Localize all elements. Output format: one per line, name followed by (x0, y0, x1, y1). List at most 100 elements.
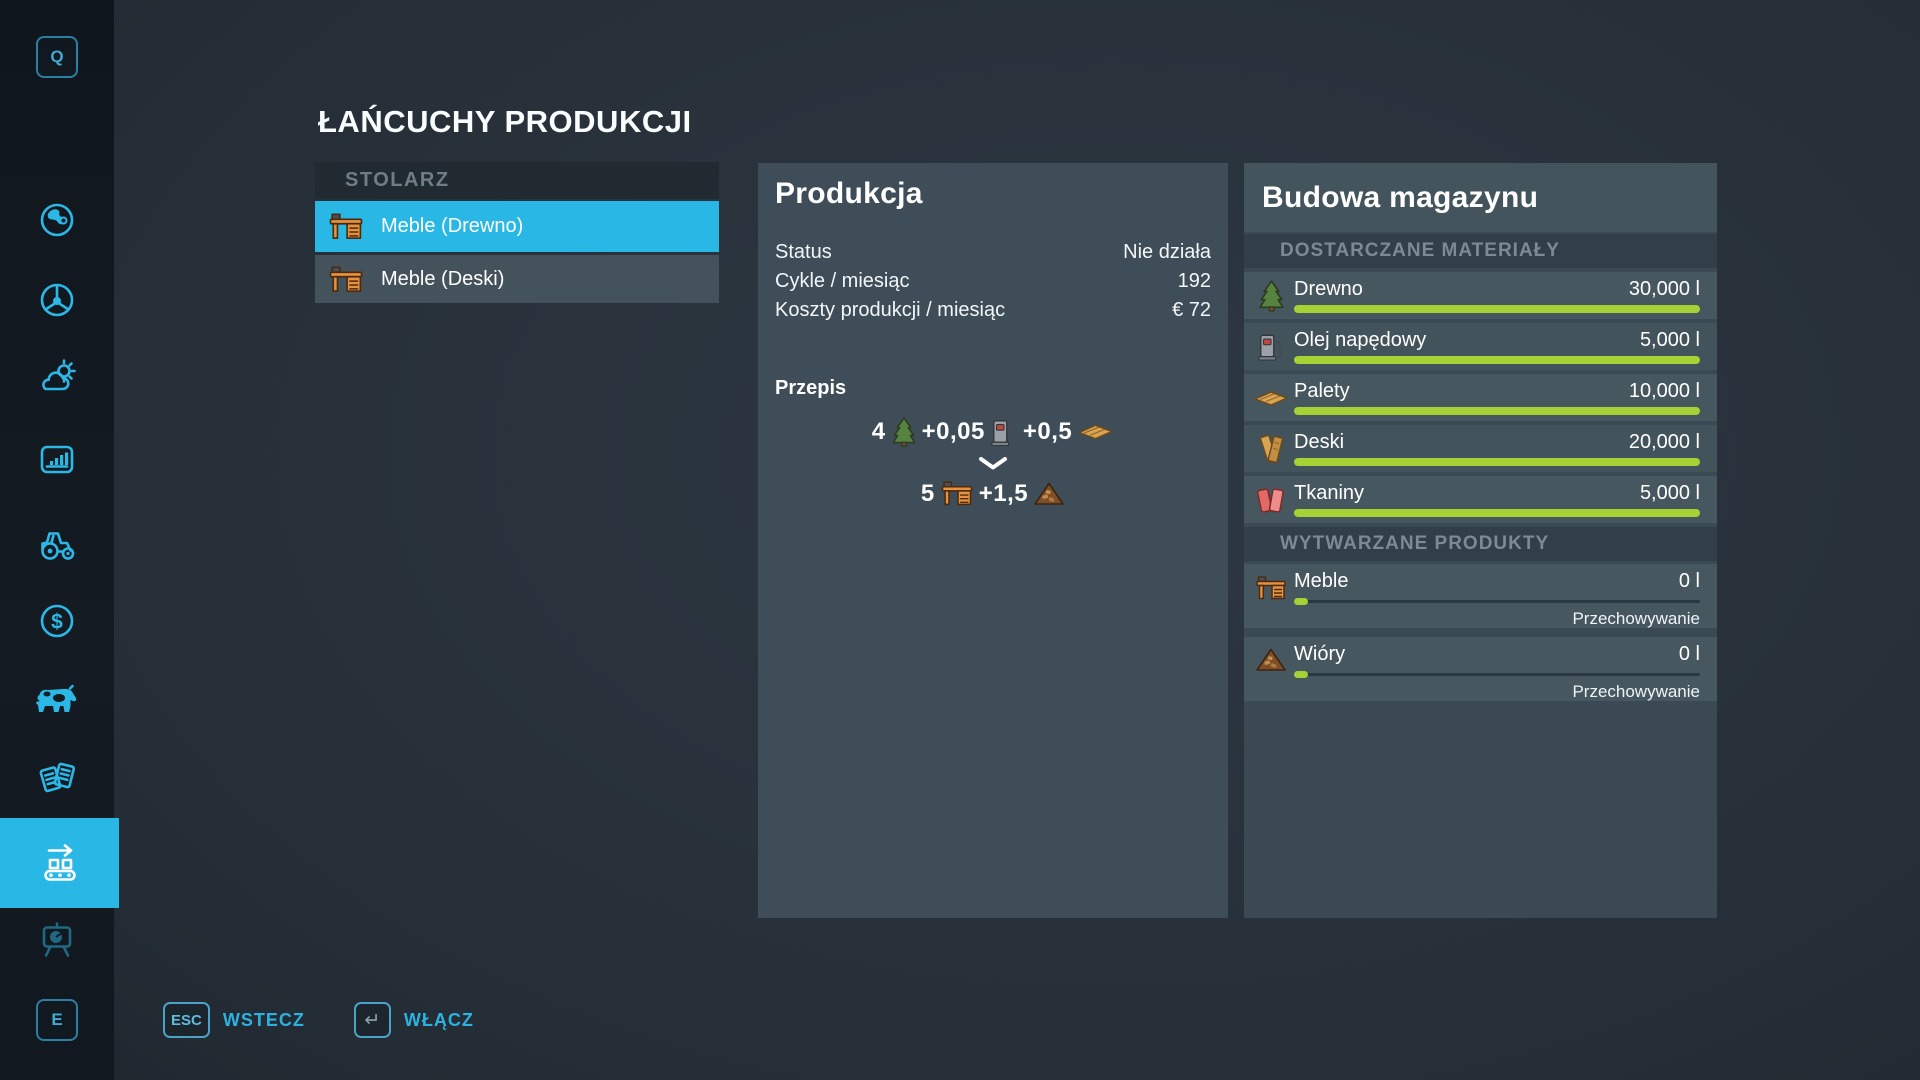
material-row-palety: Palety 10,000 l (1244, 374, 1717, 421)
recipe-qty: +1,5 (978, 479, 1029, 507)
fabric-icon (1252, 484, 1290, 516)
production-panel-title: Produkcja (775, 177, 923, 210)
fill-bar (1294, 508, 1700, 517)
sidebar-item-weather[interactable] (0, 350, 114, 406)
inputs-section-header: DOSTARCZANE MATERIAŁY (1244, 234, 1717, 268)
recipe-qty: 4 (871, 417, 886, 445)
product-amount: 0 l (1678, 570, 1700, 592)
woodchips-icon (1252, 647, 1290, 701)
dollar-icon: $ (40, 604, 74, 638)
tree-icon (891, 416, 917, 447)
stat-label: Cykle / miesiąc (775, 270, 910, 292)
bar-chart-icon (40, 445, 74, 474)
material-amount: 20,000 l (1628, 430, 1700, 453)
svg-text:$: $ (51, 611, 63, 634)
conveyor-icon (43, 844, 76, 881)
key-q-label: Q (50, 47, 64, 66)
stat-value: € 72 (1172, 299, 1211, 321)
globe-icon (40, 203, 74, 237)
recipe-qty: +0,5 (1022, 417, 1073, 445)
material-amount: 5,000 l (1639, 328, 1700, 351)
sidebar-item-contracts[interactable] (0, 752, 114, 808)
material-amount: 5,000 l (1639, 481, 1700, 504)
fill-bar-track (1294, 671, 1700, 678)
material-amount: 10,000 l (1628, 379, 1700, 402)
stat-label: Status (775, 241, 832, 263)
storage-panel-title: Budowa magazynu (1244, 163, 1717, 232)
material-name: Deski (1294, 430, 1345, 453)
stat-value: 192 (1177, 270, 1211, 292)
cow-icon (36, 684, 77, 712)
production-list-item-meble-deski[interactable]: Meble (Deski) (315, 255, 719, 303)
recipe-inputs: 4 +0,05 +0,5 (758, 416, 1228, 447)
key-q-badge: Q (36, 36, 78, 78)
stat-value: Nie działa (1123, 241, 1211, 263)
back-button[interactable]: ESC WSTECZ (163, 1002, 305, 1038)
product-row-meble: Meble 0 l Przechowywanie (1244, 564, 1717, 628)
product-name: Wióry (1294, 643, 1346, 665)
material-name: Palety (1294, 379, 1350, 402)
key-e-badge: E (36, 999, 78, 1041)
activate-label: WŁĄCZ (403, 1009, 474, 1030)
pallet-icon (1077, 422, 1114, 441)
easel-icon (42, 922, 72, 957)
storage-panel: Budowa magazynu DOSTARCZANE MATERIAŁY Dr… (1244, 163, 1717, 918)
fill-bar (1294, 598, 1308, 605)
list-item-label: Meble (Deski) (381, 267, 505, 290)
sidebar-item-production-chains[interactable] (0, 818, 119, 908)
product-row-wiory: Wióry 0 l Przechowywanie (1244, 637, 1717, 701)
production-list-panel: STOLARZ Meble (Drewno) Meble (Deski) (315, 162, 719, 303)
footer-hints: ESC WSTECZ ↵ WŁĄCZ (163, 1002, 474, 1038)
furniture-icon (1252, 574, 1290, 628)
documents-icon (39, 762, 76, 793)
weather-icon (42, 359, 76, 391)
furniture-icon (940, 479, 974, 508)
material-name: Tkaniny (1294, 481, 1365, 504)
sidebar: Q (0, 0, 119, 1080)
esc-key-badge: ESC (163, 1002, 210, 1038)
chevron-down-icon (979, 457, 1007, 470)
tree-icon (1252, 279, 1290, 312)
woodchips-icon (1033, 481, 1065, 507)
sidebar-item-statistics[interactable] (0, 432, 114, 488)
fill-bar (1294, 457, 1700, 466)
material-name: Olej napędowy (1294, 328, 1427, 351)
sidebar-item-map[interactable] (0, 192, 114, 248)
fill-bar (1294, 406, 1700, 415)
fill-bar-track (1294, 598, 1700, 605)
key-e-label: E (51, 1010, 63, 1029)
product-amount: 0 l (1678, 643, 1700, 665)
stat-cycles: Cykle / miesiąc 192 (775, 267, 1211, 296)
list-item-label: Meble (Drewno) (381, 215, 524, 237)
page-title: ŁAŃCUCHY PRODUKCJI (318, 104, 692, 139)
material-row-drewno: Drewno 30,000 l (1244, 272, 1717, 319)
steering-wheel-icon (40, 283, 74, 317)
product-storage-mode: Przechowywanie (1572, 682, 1700, 701)
product-name: Meble (1294, 570, 1349, 592)
sidebar-item-animals[interactable] (0, 670, 114, 726)
boards-icon (1252, 433, 1290, 465)
furniture-icon (328, 264, 364, 295)
outputs-section-header: WYTWARZANE PRODUKTY (1244, 527, 1717, 561)
sidebar-item-finances[interactable]: $ (0, 593, 114, 649)
fuel-icon (990, 417, 1018, 447)
furniture-icon (328, 211, 364, 242)
recipe-outputs: 5 +1,5 (758, 479, 1228, 508)
activate-button[interactable]: ↵ WŁĄCZ (353, 1002, 474, 1038)
tractor-icon (41, 532, 75, 560)
back-label: WSTECZ (222, 1009, 305, 1030)
material-amount: 30,000 l (1628, 277, 1700, 300)
recipe-header: Przepis (775, 377, 847, 399)
production-list-header: STOLARZ (315, 162, 719, 199)
sidebar-item-presentation[interactable] (0, 914, 114, 970)
material-row-deski: Deski 20,000 l (1244, 425, 1717, 472)
stat-status: Status Nie działa (775, 238, 1211, 267)
production-stats: Status Nie działa Cykle / miesiąc 192 Ko… (758, 238, 1228, 325)
production-list-item-meble-drewno[interactable]: Meble (Drewno) (315, 201, 719, 252)
material-name: Drewno (1294, 277, 1363, 300)
sidebar-item-garage[interactable] (0, 272, 114, 328)
fill-bar (1294, 304, 1700, 313)
sidebar-item-vehicles[interactable] (0, 516, 114, 572)
production-panel: Produkcja Status Nie działa Cykle / mies… (758, 163, 1228, 918)
